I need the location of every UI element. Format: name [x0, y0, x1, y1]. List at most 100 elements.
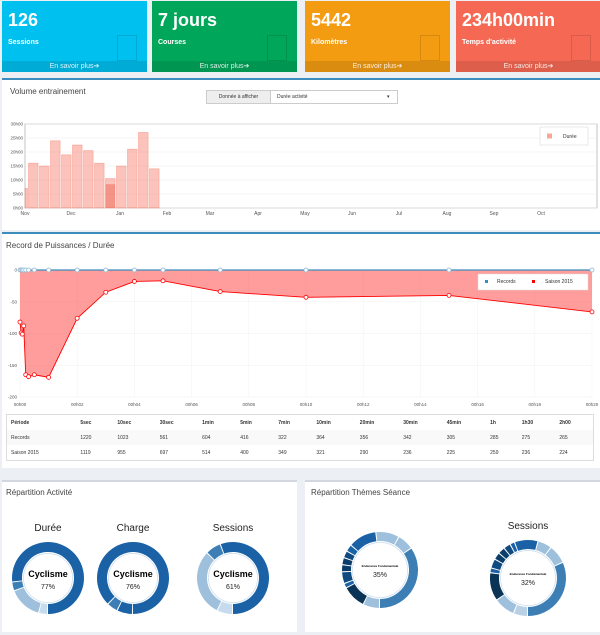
line-saison — [19, 280, 593, 378]
x-tick-label: 00h06 — [185, 402, 198, 407]
donut-charts: Durée Cyclisme 77% Charge Cyclisme 76% Session… — [12, 521, 566, 616]
bar — [127, 148, 138, 209]
donut-segment — [12, 542, 84, 614]
table-cell: 305 — [446, 434, 456, 441]
saison-point — [131, 279, 137, 284]
donut-inner-ring — [500, 550, 556, 606]
table-cell: 322 — [278, 434, 287, 441]
stat-icon — [267, 35, 287, 61]
donut-segment — [491, 559, 503, 571]
saison-point — [589, 309, 595, 315]
y-tick-label: -50 — [10, 299, 17, 304]
table-header: 10sec — [117, 419, 132, 426]
saison-point — [19, 331, 25, 337]
table-cell: 561 — [159, 434, 169, 441]
table-cell: 290 — [359, 449, 369, 456]
more-info-link[interactable]: En savoir plus➔ — [456, 61, 600, 72]
table-cell: 356 — [359, 434, 369, 441]
select-label: Donnée à afficher — [207, 91, 271, 103]
more-info-link[interactable]: En savoir plus➔ — [2, 61, 147, 72]
donut-percent: 35% — [373, 572, 387, 579]
legend-swatch — [547, 133, 552, 139]
bar — [138, 132, 149, 209]
table-cell: 1119 — [80, 449, 91, 456]
stat-value: 7 jours — [158, 10, 218, 30]
x-tick-label: 00h12 — [357, 402, 370, 407]
bar — [116, 165, 127, 209]
donut-segment — [394, 537, 411, 554]
donut-title: Sessions — [508, 521, 549, 532]
table-cell: 364 — [316, 434, 325, 441]
donut-segment — [514, 604, 528, 616]
x-tick-label: 00h04 — [128, 402, 141, 407]
table-header: 45min — [446, 419, 462, 426]
legend-label: Saison 2015 — [545, 279, 573, 285]
more-info-link[interactable]: En savoir plus➔ — [152, 61, 297, 72]
x-tick-label: 00h02 — [71, 402, 84, 407]
y-tick-label: -150 — [8, 363, 18, 368]
x-tick-label: Aug — [443, 211, 452, 217]
table-cell: 224 — [559, 449, 568, 456]
saison-point — [160, 278, 166, 284]
table-header: 1h30 — [521, 419, 534, 426]
donut-segment — [220, 542, 269, 614]
records-point — [160, 267, 166, 273]
x-tick-label: 00h00 — [14, 402, 27, 407]
saison-point — [217, 289, 223, 294]
donut-segment — [545, 547, 563, 566]
records-point — [103, 267, 109, 273]
donut-label: Cyclisme — [213, 569, 253, 579]
stat-label: Kilomètres — [311, 39, 348, 46]
stat-card: 7 jours Courses En savoir plus➔ — [152, 1, 297, 72]
donut-segment — [217, 601, 233, 614]
x-tick-label: 00h08 — [243, 402, 256, 407]
arrow-right-icon: ➔ — [93, 63, 100, 70]
donut-segment — [342, 571, 353, 583]
legend-swatch — [485, 280, 488, 283]
table-cell: 604 — [202, 434, 211, 441]
donut-segment — [207, 544, 224, 560]
more-info-link[interactable]: En savoir plus➔ — [305, 61, 450, 72]
donut-percent: 76% — [126, 584, 140, 591]
table-cell: 236 — [403, 449, 412, 456]
table-cell: 400 — [240, 449, 249, 456]
y-tick-label: 0 — [14, 268, 17, 273]
donut-inner-ring — [23, 553, 73, 603]
stat-value: 5442 — [311, 10, 352, 30]
x-tick-label: Feb — [163, 211, 172, 217]
data-select[interactable]: Donnée à afficher Durée activité ▾ — [206, 90, 398, 104]
more-label: En savoir plus — [503, 63, 548, 70]
arrow-right-icon: ➔ — [243, 63, 250, 70]
table-cell: Records — [11, 434, 30, 441]
y-tick-label: -100 — [8, 331, 18, 336]
donut-segment — [346, 583, 368, 604]
table-header: 5sec — [80, 419, 92, 426]
donut-segment — [344, 551, 355, 561]
x-tick-label: Jul — [396, 211, 402, 217]
x-tick-label: Oct — [537, 211, 545, 217]
donut-label: Cyclisme — [28, 569, 68, 579]
table-row: Records 1220 1023 561 604 416 322 364 356 342 305 2… — [7, 430, 593, 445]
donut-segment — [347, 545, 358, 556]
records-point — [74, 267, 80, 273]
power-table: Période 5sec 10sec 30sec 1min 5min 7min 10min 20… — [6, 414, 594, 461]
y-tick-label: 20h00 — [10, 150, 23, 155]
stat-icon — [420, 35, 440, 61]
donut-segment — [197, 553, 222, 611]
more-label: En savoir plus — [49, 63, 94, 70]
donut-segment — [363, 596, 380, 608]
donut-inner-ring — [108, 553, 158, 603]
donut-segment — [515, 540, 538, 551]
table-header: Période — [11, 419, 30, 426]
table-cell: 416 — [240, 434, 249, 441]
records-point — [26, 267, 31, 273]
table-cell: 275 — [521, 434, 531, 441]
donut-label: Endurance Fondamentale — [362, 564, 399, 568]
saison-point — [303, 294, 309, 300]
records-point — [446, 267, 452, 273]
donut-segment — [12, 581, 24, 591]
arrow-right-icon: ➔ — [547, 63, 554, 70]
stat-label: Sessions — [8, 39, 39, 46]
more-label: En savoir plus — [199, 63, 244, 70]
table-header: 1min — [202, 419, 214, 426]
